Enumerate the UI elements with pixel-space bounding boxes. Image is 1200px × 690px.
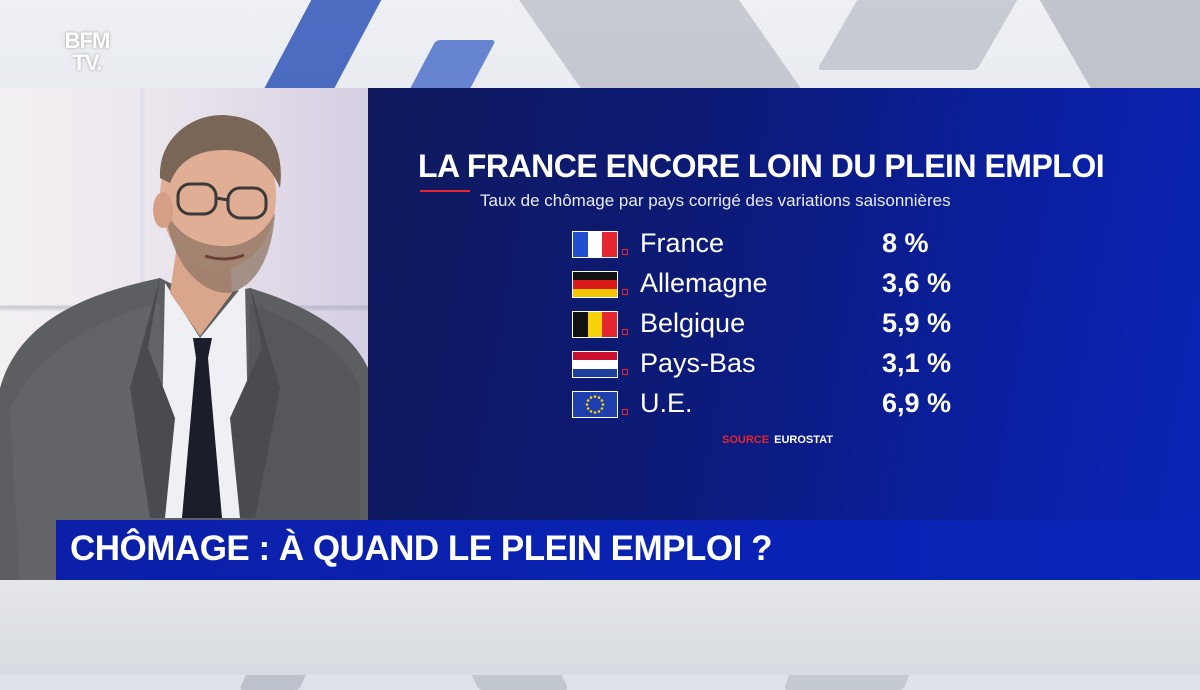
bullet-marker [622,289,628,295]
unemployment-rate: 3,6 % [882,268,952,298]
presenter-hair [159,115,281,188]
unemployment-rate: 3,1 % [882,348,952,378]
unemployment-rate: 6,9 % [882,388,952,418]
bullet-marker [622,409,628,415]
bg-decor-stripe [816,0,1024,70]
country-name: Belgique [640,308,746,338]
bullet-marker [622,249,628,255]
bg-decor-stripe [497,0,803,90]
netherlands-flag-icon [572,351,618,378]
country-name: France [640,228,725,258]
eu-flag-icon [572,391,618,418]
graphic-subtitle: Taux de chômage par pays corrigé des var… [480,191,951,210]
jacket-texture [10,303,170,580]
jacket-lapel [130,278,175,518]
country-row: Belgique 5,9 % [572,308,992,340]
logo-line-1: BFM [64,28,111,53]
presenter-beard [165,208,275,293]
belgium-flag-icon [572,311,618,338]
bullet-marker [622,369,628,375]
country-name: Pays-Bas [640,348,756,378]
source-credit: SOURCE EUROSTAT [722,434,833,446]
presenter-head [160,122,276,270]
presenter-mouth [204,253,245,261]
infographic-panel [368,88,1200,580]
country-name: Allemagne [640,268,768,298]
france-flag-icon [572,231,618,258]
presenter [0,115,368,580]
bullet-marker [622,329,628,335]
bg-decor-stripe [1028,0,1200,90]
channel-logo: BFM TV. [56,30,118,82]
unemployment-rate: 8 % [882,228,929,258]
germany-flag-icon [572,271,618,298]
presenter-ear [153,192,173,228]
country-row: France 8 % [572,228,992,260]
title-accent-line [420,190,470,192]
bg-decor-stripe [258,0,392,100]
source-value: EUROSTAT [774,434,833,446]
country-row: U.E. 6,9 % [572,388,992,420]
headline-banner [56,520,1200,580]
jacket-lapel [230,286,280,518]
country-row: Pays-Bas 3,1 % [572,348,992,380]
glasses-bridge [215,196,229,202]
graphic-title: LA FRANCE ENCORE LOIN DU PLEIN EMPLOI [418,148,1105,184]
eu-stars [585,395,605,414]
presenter-tie [182,338,222,518]
lower-studio-strip [0,580,1200,675]
source-label: SOURCE [722,434,770,446]
unemployment-rate: 5,9 % [882,308,952,338]
headline-text: CHÔMAGE : À QUAND LE PLEIN EMPLOI ? [70,529,772,568]
country-name: U.E. [640,388,693,418]
country-row: Allemagne 3,6 % [572,268,992,300]
glasses-lens [226,186,268,220]
logo-line-2: TV. [72,50,102,75]
